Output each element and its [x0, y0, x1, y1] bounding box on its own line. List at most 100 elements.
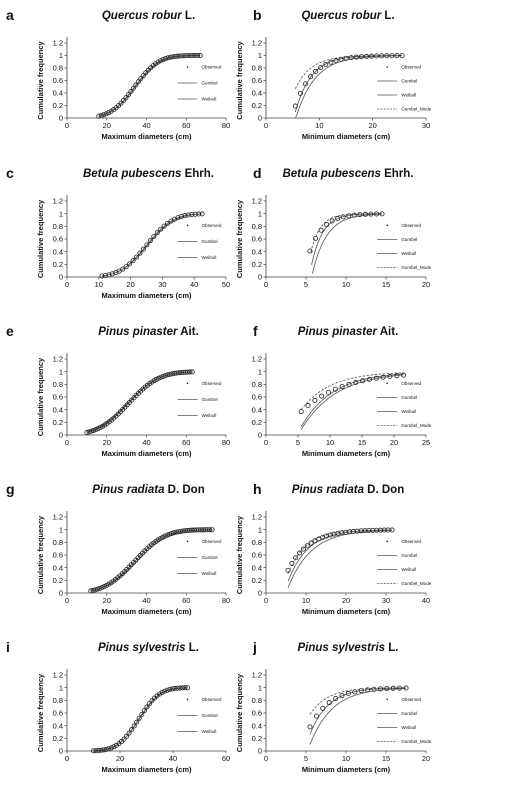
observed-point: [292, 103, 298, 109]
chart-title-species: Betula pubescens: [83, 168, 181, 180]
legend-label: Gumbel_Mode: [401, 739, 432, 744]
series-line-gumbel: [311, 213, 383, 265]
observed-point: [358, 54, 364, 60]
y-tick-label: 0.6: [252, 393, 262, 402]
observed-point: [144, 704, 150, 710]
legend-label: Weibull: [401, 93, 416, 98]
observed-point: [120, 266, 126, 272]
y-tick-label: 0.8: [252, 64, 262, 73]
chart-title-authority: L.: [182, 10, 195, 22]
chart-title-species: Pinus pinaster: [298, 326, 378, 338]
observed-point: [390, 685, 396, 691]
x-tick-label: 10: [315, 121, 323, 130]
observed-point: [401, 372, 407, 378]
observed-point: [394, 373, 400, 379]
panel-letter: a: [6, 7, 14, 23]
observed-point: [199, 211, 205, 217]
y-tick-label: 0: [258, 114, 262, 123]
panel-letter: e: [6, 323, 14, 339]
y-axis-label: Cumulative frequency: [36, 673, 45, 752]
observed-point: [165, 372, 171, 378]
observed-point: [366, 376, 372, 382]
observed-point: [313, 235, 319, 241]
observed-point: [185, 53, 191, 59]
observed-point: [158, 58, 164, 64]
panel-b: b Quercus robur L. 0 0.2 0.4 0.6 0.8 1 1.2 0 10 20 3…: [235, 7, 432, 141]
legend-label: Observed: [201, 223, 221, 228]
legend-label: Gumbel_Mode: [401, 423, 432, 428]
observed-point: [155, 59, 161, 65]
observed-point: [166, 531, 172, 537]
observed-point: [91, 427, 97, 433]
observed-point: [165, 220, 171, 226]
y-tick-label: 0: [258, 589, 262, 598]
observed-point: [362, 211, 368, 217]
panel-letter: i: [6, 639, 10, 655]
observed-point: [106, 746, 112, 752]
observed-point: [187, 53, 193, 59]
observed-point: [134, 254, 140, 260]
y-tick-label: 1: [59, 683, 63, 692]
legend-marker-observed: [186, 540, 189, 543]
x-axis-label: Minimum diameters (cm): [302, 449, 391, 458]
y-axis-label: Cumulative frequency: [235, 40, 244, 119]
chart-title: Pinus pinaster Ait.: [98, 326, 199, 338]
y-tick-label: 0.2: [53, 101, 63, 110]
observed-point: [143, 70, 149, 76]
observed-point: [90, 587, 96, 593]
chart-title-authority: Ait.: [377, 326, 398, 338]
observed-point: [174, 685, 180, 691]
observed-point: [160, 373, 166, 379]
observed-point: [333, 58, 339, 64]
observed-point: [197, 53, 203, 59]
x-tick-label: 40: [169, 754, 177, 763]
observed-point: [335, 216, 341, 222]
observed-point: [387, 373, 393, 379]
y-tick-label: 0.8: [53, 380, 63, 389]
legend-label: Observed: [201, 539, 221, 544]
y-axis-label: Cumulative frequency: [36, 199, 45, 278]
y-tick-label: 0.2: [252, 418, 262, 427]
observed-point: [126, 730, 132, 736]
y-tick-label: 0: [59, 589, 63, 598]
observed-point: [320, 705, 326, 711]
observed-point: [179, 685, 185, 691]
legend-label: Weibull: [201, 255, 216, 260]
observed-point: [169, 530, 175, 536]
observed-point: [360, 378, 366, 384]
y-tick-label: 1: [258, 209, 262, 218]
panel-d: d Betula pubescens Ehrh. 0 0.2 0.4 0.6 0.8 1 1.2…: [235, 165, 432, 289]
observed-point: [348, 55, 354, 61]
chart-title-species: Quercus robur: [301, 10, 381, 22]
x-axis-label: Maximum diameters (cm): [101, 607, 192, 616]
observed-point: [182, 53, 188, 59]
observed-point: [340, 214, 346, 220]
chart-title: Pinus sylvestris L.: [298, 642, 399, 654]
x-tick-label: 30: [382, 596, 390, 605]
legend-label: Gumbel_Mode: [401, 265, 432, 270]
observed-point: [178, 214, 184, 220]
observed-point: [103, 111, 109, 117]
legend-label: Weibull: [401, 567, 416, 572]
panel-j: j Pinus sylvestris L. 0 0.2 0.4 0.6 0.8 1 1.2 0 5 1…: [235, 639, 432, 774]
series-line-weibull: [93, 687, 188, 752]
observed-point: [189, 212, 195, 218]
observed-point: [141, 708, 147, 714]
legend-label: Weibull: [201, 413, 216, 418]
y-axis-label: Cumulative frequency: [36, 515, 45, 594]
legend-label: Observed: [201, 381, 221, 386]
y-tick-label: 0.2: [53, 418, 63, 427]
x-axis-label: Minimum diameters (cm): [302, 132, 391, 141]
observed-point: [189, 369, 195, 375]
series-line-gumbel-mode: [310, 213, 382, 253]
observed-point: [177, 685, 183, 691]
chart-title: Betula pubescens Ehrh.: [83, 168, 214, 180]
legend-marker-observed: [386, 224, 389, 227]
legend-label: Gumbel: [201, 239, 217, 244]
chart-title: Pinus pinaster Ait.: [298, 326, 399, 338]
observed-point: [313, 713, 319, 719]
observed-point: [124, 733, 130, 739]
series-line-weibull: [309, 688, 407, 745]
chart-title-authority: L.: [381, 10, 394, 22]
observed-point: [106, 110, 112, 116]
